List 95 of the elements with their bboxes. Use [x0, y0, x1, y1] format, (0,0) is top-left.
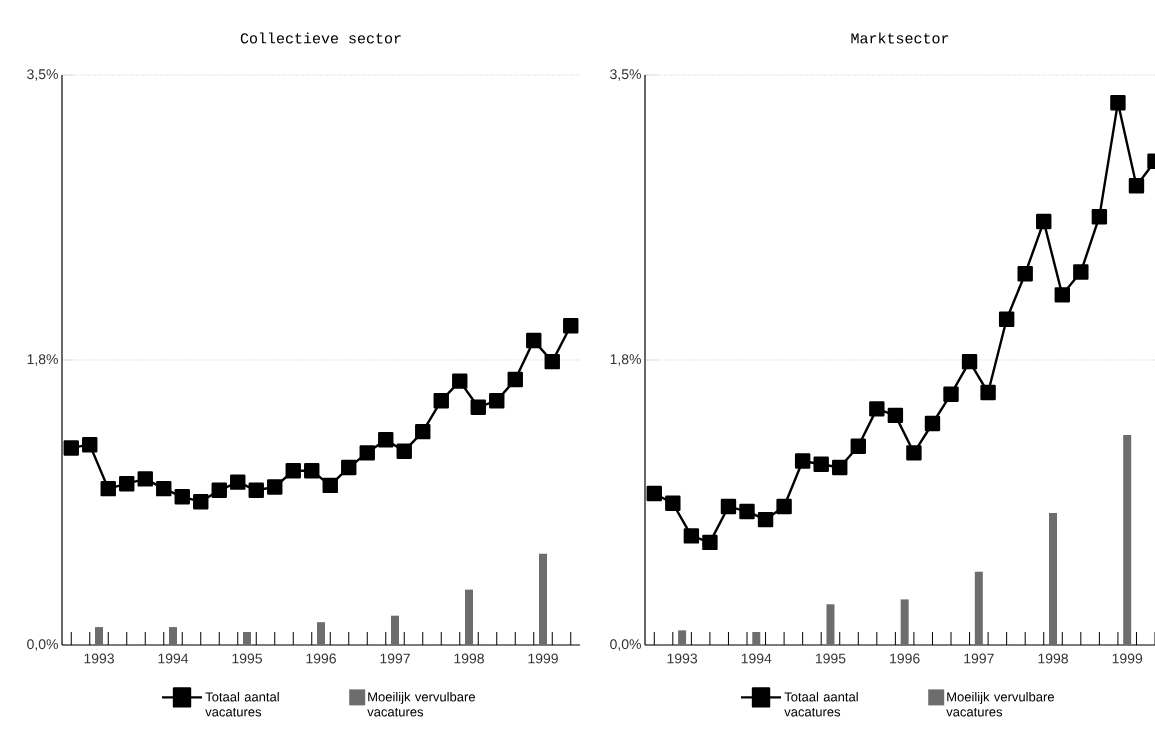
bar: [752, 631, 761, 645]
point: [507, 371, 523, 388]
point: [359, 445, 375, 461]
bar: [539, 553, 547, 645]
point: [665, 495, 681, 512]
x-tick-label: 1993: [84, 653, 114, 664]
point: [906, 445, 922, 461]
x-tick-label: 1996: [306, 653, 336, 664]
point: [887, 407, 904, 424]
point: [156, 480, 172, 497]
point: [850, 438, 866, 455]
bar: [1123, 434, 1132, 645]
point: [526, 332, 542, 349]
point: [396, 443, 412, 459]
x-tick-label: 1995: [232, 653, 262, 664]
bar: [826, 604, 835, 645]
point: [267, 479, 283, 495]
chart-title: Collectieve sector: [240, 32, 401, 44]
point: [470, 399, 486, 415]
bar: [95, 627, 103, 645]
bar: [900, 599, 909, 645]
x-tick-label: 1999: [528, 653, 558, 664]
x-tick-label: 1998: [454, 653, 484, 664]
point: [341, 459, 357, 476]
y-tick-label: 1,8%: [27, 354, 58, 366]
point: [248, 482, 264, 498]
x-tick-label: 1997: [964, 653, 994, 664]
x-tick-label: 1998: [1038, 653, 1068, 664]
y-tick-label: 3,5%: [610, 69, 641, 81]
legend-label: Moeilijk vervulbare vacatures: [946, 691, 1054, 717]
x-tick-label: 1994: [741, 653, 772, 664]
chart-title: Marktsector: [851, 32, 949, 44]
point: [794, 453, 811, 469]
point: [924, 415, 941, 432]
legend-label: Totaal aantal vacatures: [784, 691, 858, 717]
point: [563, 318, 579, 334]
y-tick-label: 0,0%: [610, 639, 641, 651]
point: [82, 436, 98, 453]
bar: [974, 571, 983, 645]
point: [980, 384, 996, 401]
point: [489, 393, 505, 409]
point: [1110, 94, 1126, 111]
x-tick-label: 1999: [1112, 653, 1143, 664]
point: [285, 463, 301, 479]
point: [776, 498, 792, 515]
point: [961, 353, 978, 370]
y-tick-label: 0,0%: [27, 639, 58, 651]
point: [739, 503, 755, 520]
point: [1054, 287, 1070, 303]
point: [137, 471, 153, 487]
bar: [317, 622, 325, 645]
point: [544, 353, 560, 370]
x-tick-label: 1994: [158, 653, 189, 664]
bar: [1049, 513, 1058, 645]
point: [683, 528, 700, 544]
point: [1091, 208, 1108, 225]
point: [415, 423, 431, 440]
point: [193, 493, 209, 510]
point: [832, 459, 848, 476]
point: [1036, 213, 1052, 230]
point: [757, 511, 774, 528]
point: [1017, 265, 1033, 282]
point: [174, 489, 190, 505]
legend-label: Moeilijk vervulbare vacatures: [367, 691, 475, 717]
x-tick-label: 1995: [815, 653, 846, 664]
point: [230, 474, 246, 490]
point: [1073, 264, 1089, 280]
point: [63, 440, 79, 456]
point: [452, 373, 468, 389]
bar: [678, 630, 687, 645]
point: [998, 311, 1015, 327]
point: [119, 476, 135, 492]
x-tick-label: 1996: [890, 653, 920, 664]
bar: [243, 631, 251, 645]
point: [378, 432, 394, 448]
bar: [169, 627, 177, 645]
point: [720, 498, 737, 515]
point: [702, 534, 718, 551]
point: [869, 401, 885, 417]
y-tick-label: 1,8%: [610, 354, 641, 366]
point: [433, 393, 449, 409]
point: [646, 485, 662, 502]
x-tick-label: 1993: [667, 653, 698, 664]
point: [1128, 178, 1145, 194]
bar: [465, 589, 473, 645]
x-tick-label: 1997: [380, 653, 410, 664]
legend-label: Totaal aantal vacatures: [205, 691, 279, 717]
point: [813, 456, 829, 472]
bar: [391, 615, 399, 645]
point: [943, 386, 959, 402]
point: [322, 477, 338, 494]
point: [211, 482, 227, 498]
point: [304, 463, 320, 479]
y-tick-label: 3,5%: [27, 69, 58, 81]
point: [100, 480, 116, 497]
